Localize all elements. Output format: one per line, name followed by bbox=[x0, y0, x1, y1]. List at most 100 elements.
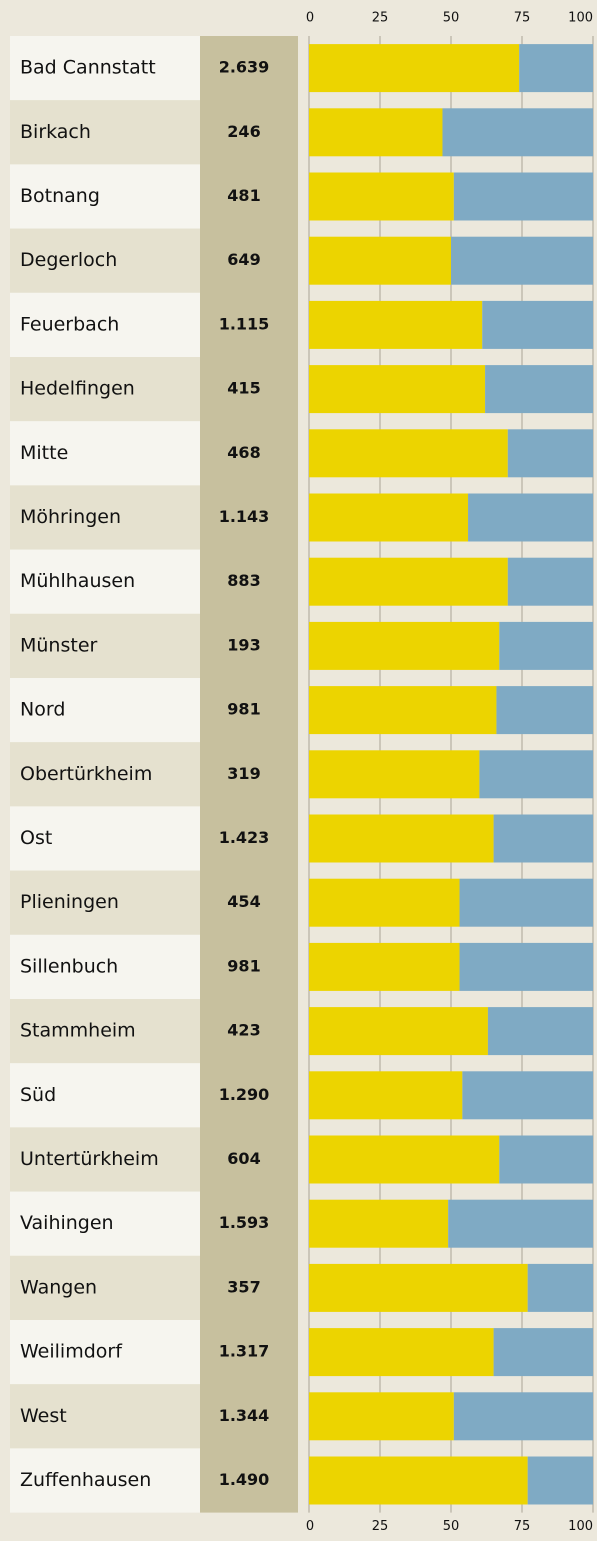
bar-segment bbox=[451, 236, 593, 285]
bar-segment bbox=[309, 942, 460, 991]
row-background bbox=[10, 1191, 200, 1256]
total-label: 481 bbox=[227, 186, 260, 205]
bar-segment bbox=[309, 1199, 449, 1248]
category-label: Bad Cannstatt bbox=[20, 57, 156, 79]
total-label: 981 bbox=[227, 700, 260, 719]
x-tick-label: 25 bbox=[372, 11, 389, 26]
total-label: 415 bbox=[227, 379, 260, 398]
x-tick-label: 50 bbox=[443, 1519, 460, 1534]
row-background bbox=[10, 1320, 200, 1385]
row-background bbox=[10, 421, 200, 486]
bar-segment bbox=[485, 365, 593, 414]
row-background bbox=[10, 36, 200, 101]
bar-segment bbox=[309, 1135, 500, 1184]
x-tick-label: 0 bbox=[306, 1519, 314, 1534]
bar-segment bbox=[459, 942, 593, 991]
bar-segment bbox=[309, 557, 508, 606]
bar-segment bbox=[309, 108, 443, 157]
total-label: 454 bbox=[227, 892, 260, 911]
category-label: Plieningen bbox=[20, 891, 119, 913]
category-label: Sillenbuch bbox=[20, 955, 118, 977]
total-label: 1.115 bbox=[219, 314, 270, 333]
x-tick-label: 75 bbox=[514, 1519, 531, 1534]
category-label: Möhringen bbox=[20, 506, 121, 528]
row-background bbox=[10, 485, 200, 550]
bar-segment bbox=[309, 493, 469, 542]
bar-segment bbox=[527, 1456, 593, 1505]
x-tick-label: 100 bbox=[568, 1519, 593, 1534]
category-label: Zuffenhausen bbox=[20, 1469, 151, 1491]
row-background bbox=[10, 678, 200, 743]
x-tick-label: 25 bbox=[372, 1519, 389, 1534]
total-label: 2.639 bbox=[219, 58, 270, 77]
bar-segment bbox=[309, 1328, 494, 1377]
x-tick-label: 75 bbox=[514, 11, 531, 26]
x-tick-label: 0 bbox=[306, 11, 314, 26]
row-background bbox=[10, 357, 200, 422]
bar-segment bbox=[309, 878, 460, 927]
bar-segment bbox=[499, 1135, 593, 1184]
x-tick-label: 50 bbox=[443, 11, 460, 26]
bar-segment bbox=[309, 686, 497, 735]
category-label: Vaihingen bbox=[20, 1212, 114, 1234]
category-label: Mitte bbox=[20, 442, 68, 464]
total-label: 1.290 bbox=[219, 1085, 270, 1104]
row-background bbox=[10, 806, 200, 871]
bar-segment bbox=[507, 429, 593, 478]
bar-segment bbox=[462, 1071, 593, 1120]
bar-segment bbox=[309, 44, 520, 93]
bar-segment bbox=[499, 621, 593, 670]
total-label: 883 bbox=[227, 571, 260, 590]
bar-segment bbox=[309, 365, 486, 414]
bar-segment bbox=[459, 878, 593, 927]
category-label: Hedelfingen bbox=[20, 378, 135, 400]
category-label: Mühlhausen bbox=[20, 570, 135, 592]
row-background bbox=[10, 1255, 200, 1320]
bar-segment bbox=[519, 44, 593, 93]
category-label: West bbox=[20, 1405, 67, 1427]
row-background bbox=[10, 1384, 200, 1449]
bar-segment bbox=[309, 750, 480, 799]
total-label: 1.143 bbox=[219, 507, 270, 526]
row-background bbox=[10, 999, 200, 1064]
bar-segment bbox=[493, 814, 593, 863]
bar-segment bbox=[309, 429, 508, 478]
category-label: Süd bbox=[20, 1084, 56, 1106]
category-label: Münster bbox=[20, 634, 98, 656]
total-label: 468 bbox=[227, 443, 260, 462]
total-label: 319 bbox=[227, 764, 260, 783]
row-background bbox=[10, 228, 200, 293]
bar-segment bbox=[482, 300, 593, 349]
total-label: 423 bbox=[227, 1021, 260, 1040]
bar-segment bbox=[309, 1456, 528, 1505]
number-column bbox=[200, 36, 298, 1513]
bar-segment bbox=[309, 1392, 454, 1441]
bar-segment bbox=[442, 108, 593, 157]
category-label: Degerloch bbox=[20, 249, 117, 271]
total-label: 1.593 bbox=[219, 1213, 270, 1232]
bar-segment bbox=[453, 1392, 593, 1441]
row-background bbox=[10, 1063, 200, 1128]
bar-segment bbox=[448, 1199, 593, 1248]
bar-segment bbox=[468, 493, 593, 542]
total-label: 1.423 bbox=[219, 828, 270, 847]
bar-segment bbox=[309, 621, 500, 670]
bar-segment bbox=[507, 557, 593, 606]
bar-segment bbox=[309, 236, 451, 285]
bar-segment bbox=[309, 300, 483, 349]
bar-segment bbox=[309, 814, 494, 863]
total-label: 193 bbox=[227, 635, 260, 654]
bar-segment bbox=[309, 1263, 528, 1312]
row-background bbox=[10, 1127, 200, 1192]
category-label: Feuerbach bbox=[20, 313, 119, 335]
total-label: 649 bbox=[227, 250, 260, 269]
category-label: Botnang bbox=[20, 185, 100, 207]
category-label: Ost bbox=[20, 827, 52, 849]
row-background bbox=[10, 100, 200, 165]
bar-segment bbox=[309, 1007, 488, 1056]
bar-segment bbox=[309, 172, 454, 221]
row-background bbox=[10, 613, 200, 678]
total-label: 1.317 bbox=[219, 1342, 270, 1361]
total-label: 246 bbox=[227, 122, 260, 141]
total-label: 1.344 bbox=[219, 1406, 270, 1425]
